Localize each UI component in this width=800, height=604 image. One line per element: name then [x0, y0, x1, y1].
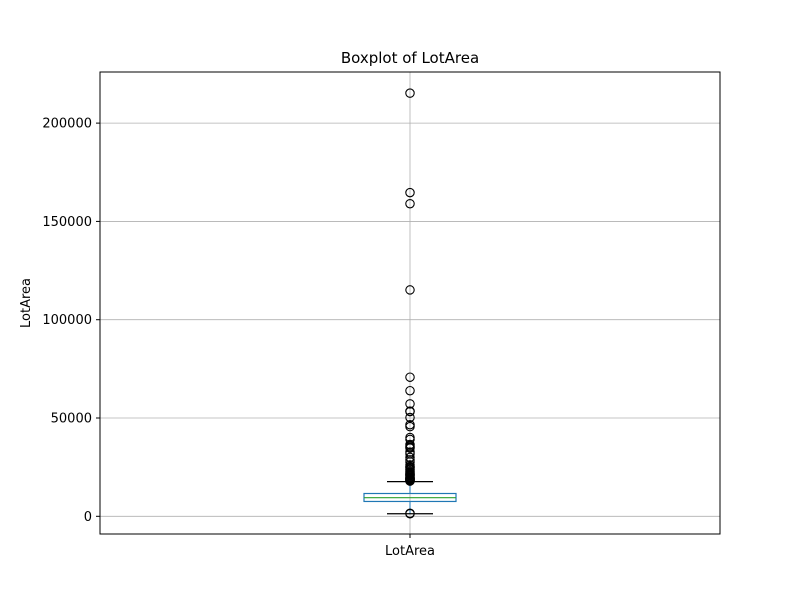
outlier-point	[405, 443, 415, 453]
axis-layer: 0 50000 100000 150000 200000 LotArea	[42, 117, 435, 559]
outlier-point	[405, 198, 415, 209]
outlier-point	[405, 385, 415, 396]
outlier-point	[405, 406, 415, 417]
outlier-point	[405, 88, 415, 98]
outlier-point	[405, 421, 415, 432]
outlier-point	[405, 476, 415, 486]
outlier-point	[405, 509, 415, 519]
y-tick-label: 200000	[42, 117, 92, 132]
chart-title: Boxplot of LotArea	[341, 49, 479, 67]
y-tick-label: 150000	[42, 215, 92, 230]
plot-layer	[363, 88, 457, 519]
outlier-point	[405, 285, 415, 295]
y-axis-label: LotArea	[19, 278, 34, 328]
outlier-point	[405, 372, 415, 382]
y-tick-label: 100000	[42, 313, 92, 328]
outlier-point	[405, 412, 415, 423]
outlier-point	[405, 187, 415, 198]
y-tick-label: 0	[84, 510, 92, 525]
outlier-point	[405, 452, 415, 463]
outlier-point	[405, 399, 415, 409]
x-tick-label: LotArea	[385, 544, 435, 559]
grid-layer	[100, 72, 720, 534]
y-tick-label: 50000	[51, 412, 92, 427]
